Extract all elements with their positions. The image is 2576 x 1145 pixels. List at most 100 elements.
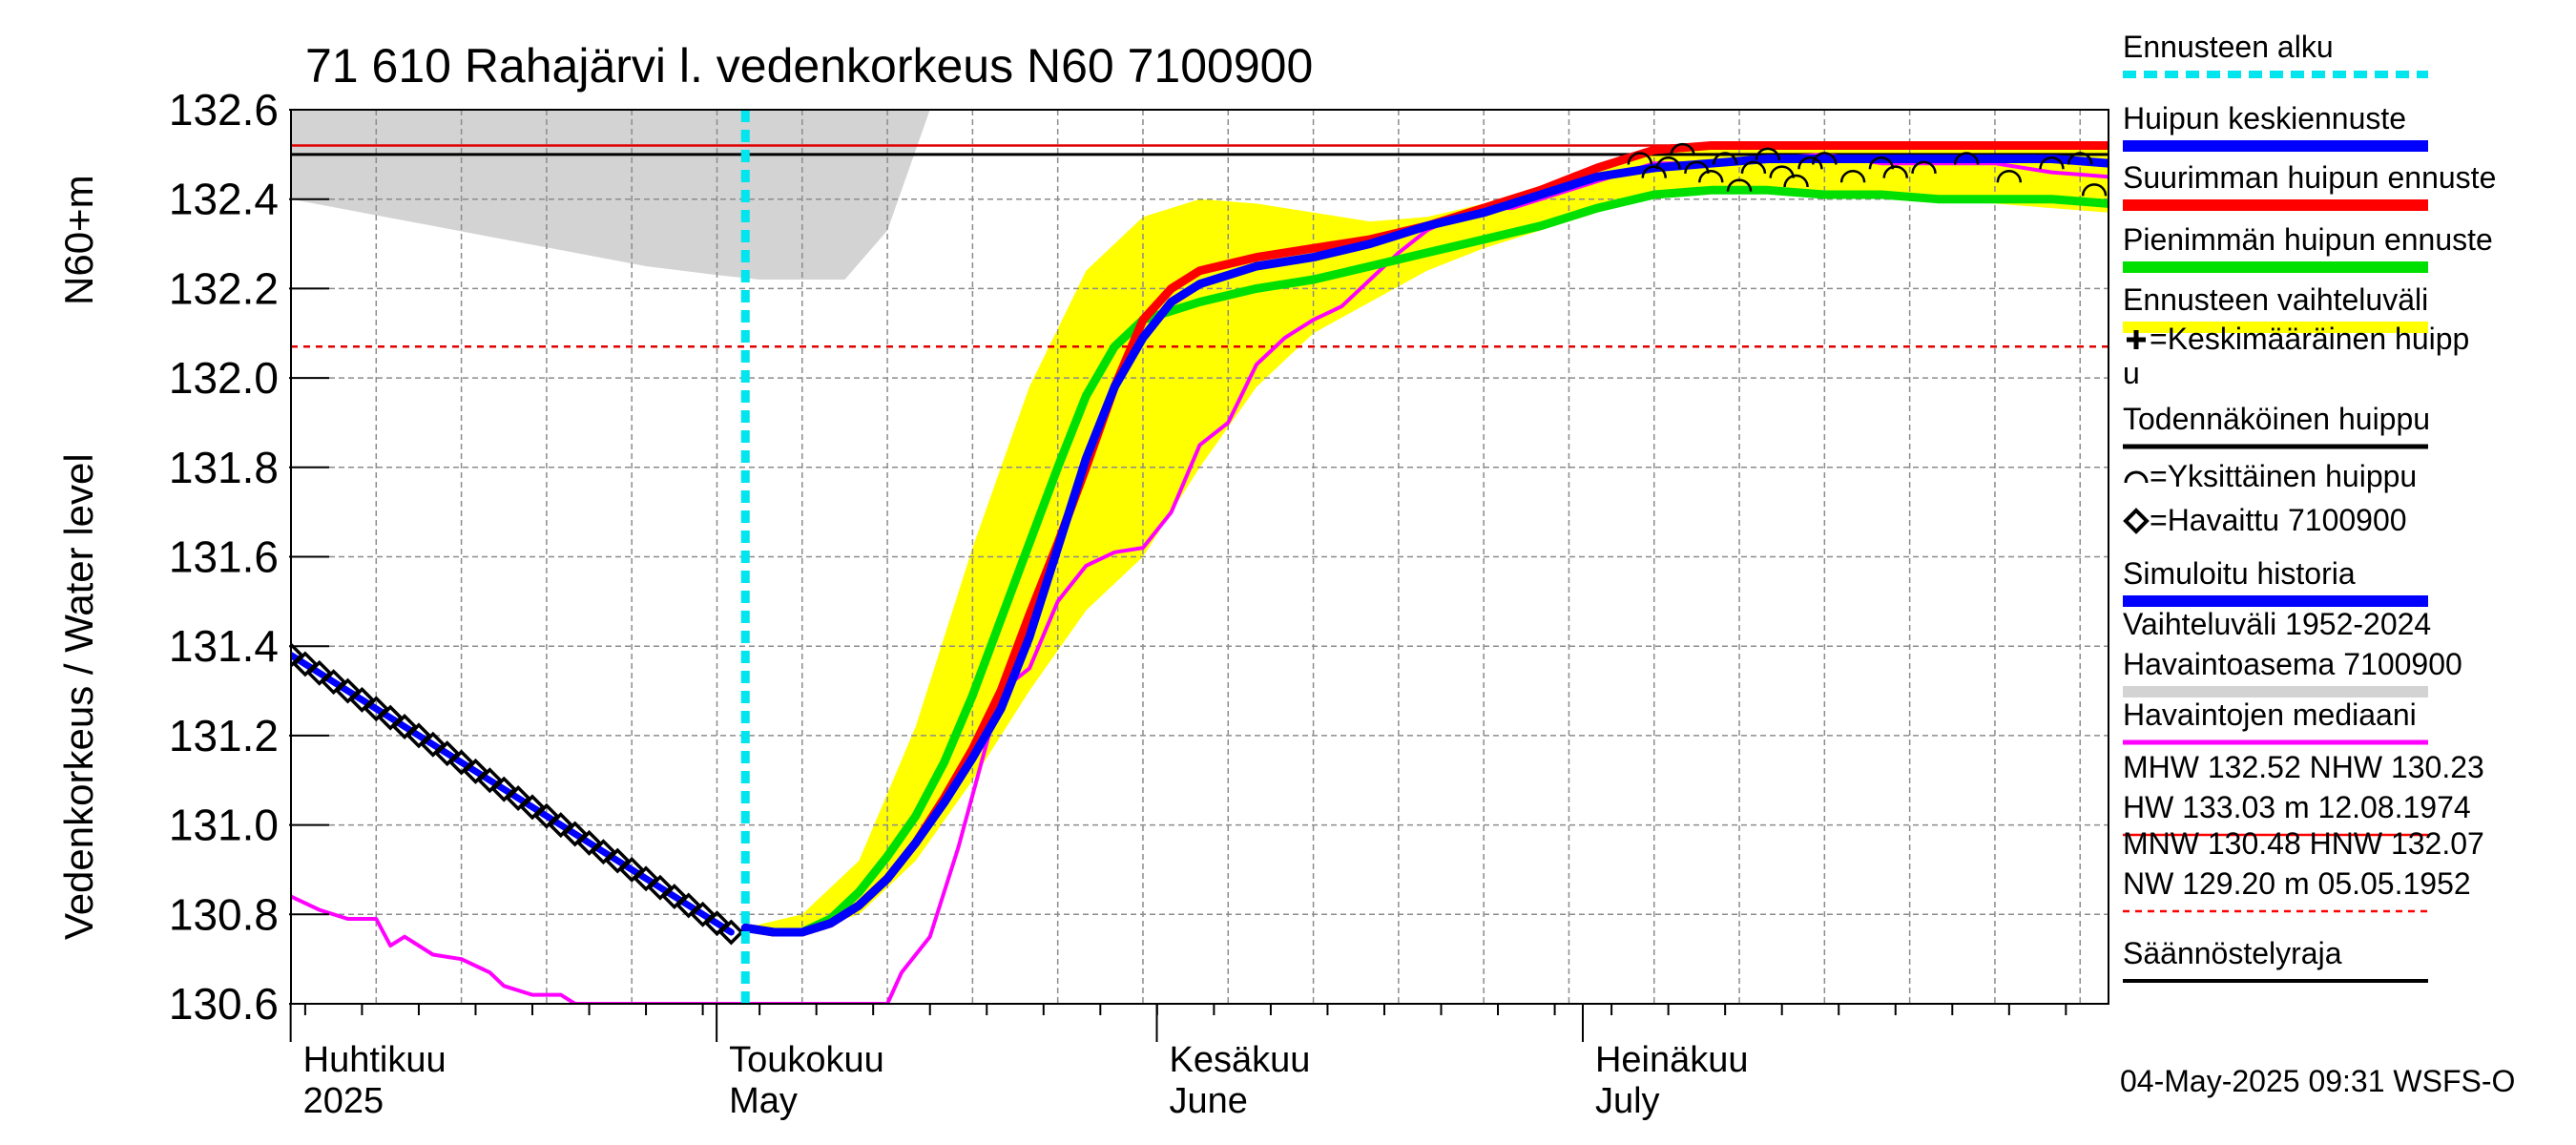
- observed-marker: [548, 812, 574, 839]
- y-tick-label: 131.8: [169, 443, 279, 492]
- y-tick-label: 130.8: [169, 889, 279, 939]
- observed-marker: [292, 651, 319, 677]
- single-peak-marker: [1740, 160, 1767, 175]
- single-peak-marker: [1868, 156, 1895, 170]
- observed-marker: [533, 802, 560, 829]
- single-peak-marker: [2067, 152, 2093, 165]
- series-line-1: [740, 185, 2109, 937]
- legend-label: =Yksittäinen huippu: [2150, 459, 2417, 493]
- observed-marker: [405, 722, 432, 749]
- single-peak-marker: [1839, 170, 1866, 183]
- legend-label: Simuloitu historia: [2123, 556, 2356, 591]
- y-tick-label: 132.2: [169, 263, 279, 313]
- legend-label: Ennusteen alku: [2123, 30, 2334, 64]
- observed-marker: [321, 669, 347, 696]
- plot-area: [291, 110, 2109, 1004]
- observed-marker: [704, 910, 730, 937]
- legend-swatch: [2124, 470, 2149, 484]
- observed-marker: [647, 874, 674, 901]
- x-month-label-fi: Heinäkuu: [1595, 1040, 1749, 1080]
- observed-marker: [306, 659, 333, 686]
- legend-swatch: [2127, 330, 2146, 349]
- y-tick-label: 131.6: [169, 532, 279, 582]
- observed-marker: [661, 884, 688, 910]
- observed-marker: [717, 919, 744, 946]
- legend-label-line2: HW 133.03 m 12.08.1974: [2123, 790, 2471, 824]
- observed-marker: [590, 839, 616, 865]
- legend-label: MNW 130.48 HNW 132.07: [2123, 826, 2484, 861]
- observed-marker: [690, 901, 717, 927]
- legend-label: Vaihteluväli 1952-2024: [2123, 607, 2431, 641]
- y-tick-label: 131.2: [169, 711, 279, 760]
- legend-label-line2: NW 129.20 m 05.05.1952: [2123, 866, 2471, 901]
- x-month-label-en: June: [1170, 1081, 1248, 1121]
- single-peak-marker: [1726, 178, 1753, 192]
- single-peak-marker: [1797, 156, 1823, 170]
- legend-label: =Havaittu 7100900: [2150, 503, 2407, 537]
- single-peak-marker: [1755, 147, 1781, 160]
- x-month-label-en: 2025: [303, 1081, 384, 1121]
- x-month-label-en: May: [729, 1081, 798, 1121]
- y-tick-label: 132.4: [169, 175, 279, 224]
- observed-marker: [519, 794, 546, 821]
- single-peak-marker: [1712, 152, 1738, 165]
- observed-marker: [363, 696, 389, 722]
- observed-marker: [434, 740, 461, 767]
- observed-marker: [675, 892, 702, 919]
- observed-marker: [335, 677, 362, 704]
- legend-label: Pienimmän huipun ennuste: [2123, 222, 2493, 257]
- single-peak-marker: [1953, 152, 1980, 165]
- single-peak-marker: [1783, 174, 1809, 188]
- observed-marker: [420, 731, 447, 758]
- legend-label: Havaintojen mediaani: [2123, 697, 2417, 732]
- single-peak-marker: [1882, 165, 1909, 178]
- band-1: [745, 145, 2109, 932]
- footer-timestamp: 04-May-2025 09:31 WSFS-O: [2120, 1064, 2515, 1098]
- legend-label: Ennusteen vaihteluväli: [2123, 282, 2428, 317]
- legend-label: MHW 132.52 NHW 130.23: [2123, 750, 2484, 784]
- single-peak-marker: [1698, 170, 1724, 183]
- observed-marker: [604, 847, 631, 874]
- single-peak-marker: [1655, 156, 1681, 170]
- single-peak-marker: [2039, 156, 2065, 170]
- chart-title: 71 610 Rahajärvi l. vedenkorkeus N60 710…: [305, 39, 1313, 93]
- legend-label: Säännöstelyraja: [2123, 936, 2342, 970]
- y-tick-label: 132.6: [169, 85, 279, 135]
- legend-label-line2: Havaintoasema 7100900: [2123, 647, 2462, 681]
- observed-marker: [463, 758, 488, 784]
- observed-marker: [291, 642, 304, 669]
- observed-marker: [348, 686, 375, 713]
- single-peak-marker: [1911, 160, 1937, 175]
- observed-marker: [476, 767, 503, 794]
- single-peak-marker: [1627, 152, 1653, 165]
- single-peak-marker: [1769, 165, 1795, 178]
- legend-label-line2: u: [2123, 356, 2140, 390]
- y-tick-label: 132.0: [169, 353, 279, 403]
- observed-marker: [633, 865, 659, 892]
- single-peak-marker: [1684, 160, 1710, 175]
- observed-marker: [490, 776, 517, 802]
- y-tick-label: 131.4: [169, 621, 279, 671]
- legend-label: =Keskimääräinen huipp: [2150, 322, 2469, 356]
- x-month-label-fi: Kesäkuu: [1170, 1040, 1311, 1080]
- single-peak-marker: [2081, 183, 2108, 197]
- single-peak-marker: [1812, 152, 1838, 165]
- single-peak-marker: [1641, 165, 1667, 178]
- observed-marker: [576, 829, 603, 856]
- observed-marker: [448, 749, 475, 776]
- observed-marker: [391, 714, 418, 740]
- y-axis-label-unit: N60+m: [56, 175, 101, 305]
- x-month-label-en: July: [1595, 1081, 1660, 1121]
- observed-marker: [377, 704, 404, 731]
- single-peak-marker: [1996, 170, 2023, 183]
- legend-swatch: [2123, 508, 2150, 534]
- observed-marker: [618, 856, 645, 883]
- observed-marker: [562, 821, 589, 847]
- x-month-label-fi: Toukokuu: [729, 1040, 884, 1080]
- series-line-0: [291, 152, 2109, 1004]
- single-peak-marker: [1670, 142, 1695, 156]
- legend-label: Todennäköinen huippu: [2123, 402, 2430, 436]
- y-tick-label: 130.6: [169, 979, 279, 1029]
- legend-label: Huipun keskiennuste: [2123, 101, 2406, 135]
